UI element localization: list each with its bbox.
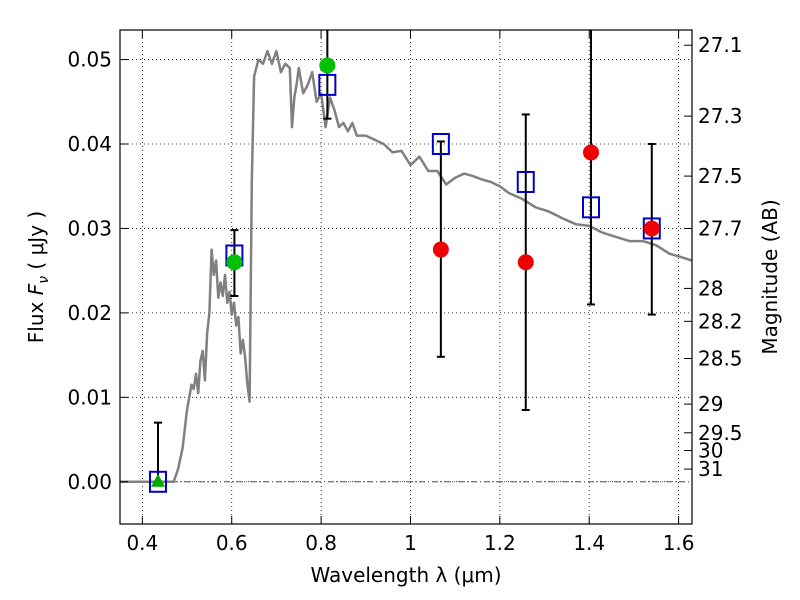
y-axis-label-italic: F <box>24 283 48 295</box>
magnitude-tick-label: 30 <box>698 439 723 463</box>
markers <box>148 57 661 493</box>
x-tick-label: 1 <box>404 531 417 555</box>
magnitude-tick-label: 29 <box>698 392 723 416</box>
x-axis-label: Wavelength λ (μm) <box>310 563 501 587</box>
x-tick-label: 0.8 <box>305 531 337 555</box>
observed-flux-point <box>226 254 243 271</box>
model-sed-layer <box>120 49 692 484</box>
observed-flux-point <box>643 220 660 237</box>
x-tick-label: 1.2 <box>484 531 516 555</box>
y-axis-label-main: Flux <box>24 295 48 343</box>
magnitude-tick-label: 29.5 <box>698 421 743 445</box>
x-tick-label: 0.4 <box>126 531 158 555</box>
model-photometry-square <box>431 133 450 155</box>
x-tick-label: 0.6 <box>216 531 248 555</box>
observed-flux-point <box>432 241 449 258</box>
y-tick-label: 0.02 <box>67 301 112 325</box>
tick-labels: 0.4 0.6 0.8 1 1.2 1.4 1.6 0.00 0.01 0.02 0.03 0.04 0… <box>67 33 742 555</box>
upper-limit-triangle <box>150 473 165 487</box>
observed-flux-point <box>517 254 534 271</box>
x-tick-label: 1.4 <box>573 531 605 555</box>
plot-frame <box>119 29 693 525</box>
observed-flux-point <box>319 57 336 74</box>
model-photometry-square <box>318 73 337 96</box>
model-photometry-square <box>582 196 601 219</box>
y-axis-label-rest: ( μJy ) <box>24 211 48 276</box>
magnitude-tick-label: 28.2 <box>698 309 743 333</box>
y-tick-label: 0.00 <box>67 470 112 494</box>
magnitude-tick-label: 27.3 <box>698 104 743 128</box>
y-tick-label: 0.05 <box>67 48 112 72</box>
magnitude-tick-label: 27.5 <box>698 164 743 188</box>
magnitude-tick-label: 27.1 <box>698 33 743 57</box>
x-tick-label: 1.6 <box>663 531 695 555</box>
model-sed-line <box>120 49 692 484</box>
y-axis-label: Flux Fν ( μJy ) <box>24 211 52 343</box>
y-tick-label: 0.03 <box>67 216 112 240</box>
magnitude-tick-label: 31 <box>698 457 723 481</box>
magnitude-axis-label: Magnitude (AB) <box>758 199 782 354</box>
magnitude-tick-label: 27.7 <box>698 216 743 240</box>
y-tick-label: 0.01 <box>67 385 112 409</box>
y-axis-label-sub: ν <box>36 276 52 284</box>
observed-flux-point <box>583 144 600 161</box>
model-photometry-square <box>148 470 167 493</box>
y-tick-label: 0.04 <box>67 132 112 156</box>
grid <box>120 30 692 524</box>
tick-marks <box>120 30 692 524</box>
model-photometry-square <box>516 171 535 193</box>
error-bars <box>153 30 656 483</box>
magnitude-tick-label: 28 <box>698 276 723 300</box>
magnitude-tick-label: 28.5 <box>698 346 743 370</box>
